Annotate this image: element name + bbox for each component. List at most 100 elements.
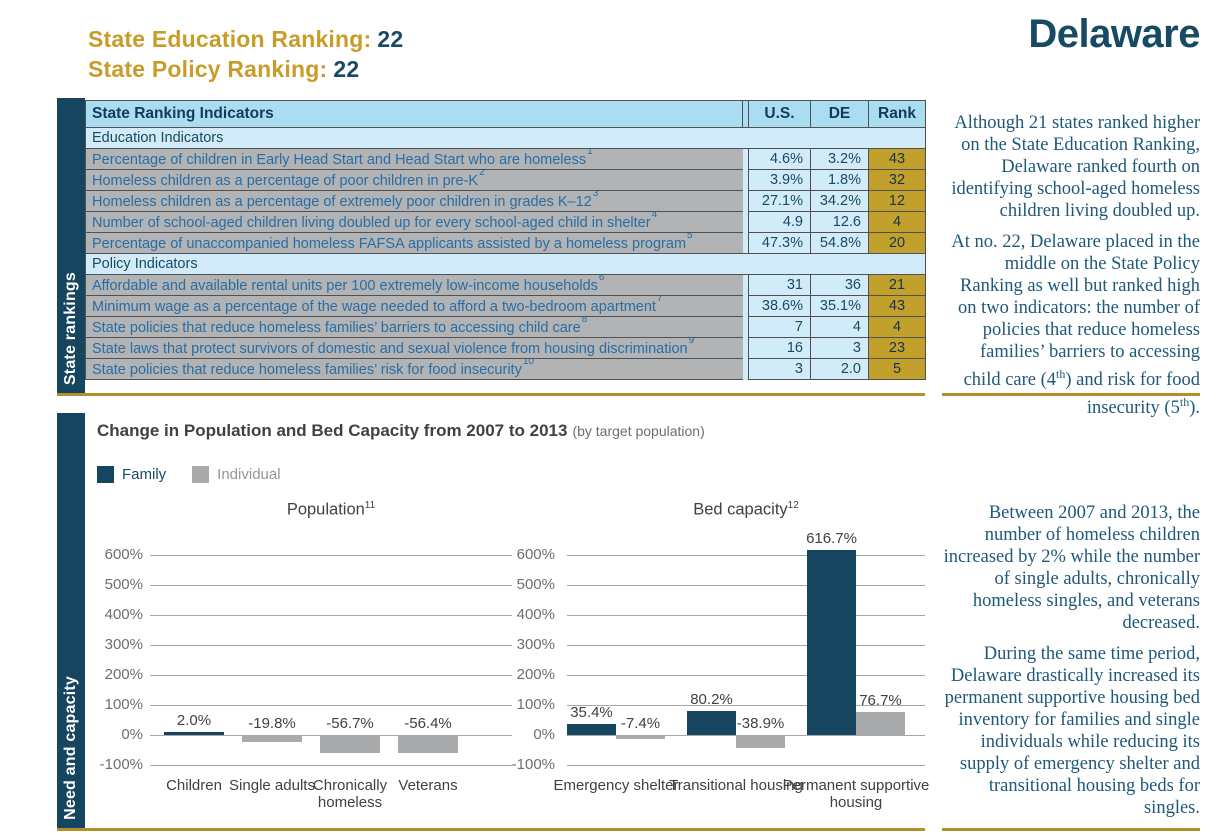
y-axis-tick: 300%: [104, 636, 143, 653]
y-axis-tick: 200%: [516, 666, 555, 683]
indicator-cell: Affordable and available rental units pe…: [85, 274, 743, 296]
bar-family: [687, 710, 736, 735]
section-label-need-capacity: Need and capacity: [62, 676, 79, 820]
us-value-cell: 38.6%: [748, 295, 811, 317]
gold-rule-right-top: [942, 393, 1200, 396]
de-value-cell: 2.0: [810, 358, 869, 380]
de-value-cell: 3: [810, 337, 869, 359]
rankings-table: State Ranking Indicators U.S. DE Rank Educat…: [85, 100, 926, 380]
bar-individual: [320, 736, 380, 753]
population-chart: Population11 600% 500% 400% 300% 200% 100% 0% -1…: [95, 498, 519, 838]
gold-rule-under-charts: [57, 828, 925, 831]
section-bar-need-capacity: Need and capacity: [57, 413, 85, 828]
table-group-label: Policy Indicators: [85, 253, 926, 275]
footnote-marker: 2: [479, 169, 485, 179]
rank-cell: 20: [868, 232, 926, 254]
table-row: Homeless children as a percentage of poo…: [85, 169, 926, 191]
footnote-marker: 6: [598, 274, 605, 284]
column-header-us: U.S.: [748, 100, 811, 128]
column-header-rank: Rank: [868, 100, 926, 128]
y-axis-tick: 500%: [516, 576, 555, 593]
table-row: Homeless children as a percentage of ext…: [85, 190, 926, 212]
de-value-cell: 35.1%: [810, 295, 869, 317]
commentary-paragraph: Although 21 states ranked higher on the …: [951, 113, 1200, 221]
bar-family: [164, 732, 224, 735]
chart-title: Bed capacity12: [693, 500, 799, 519]
gridline: [567, 675, 925, 676]
gridline: [567, 585, 925, 586]
bar-individual: [736, 736, 785, 748]
gridline: [150, 555, 512, 556]
gridline: [567, 615, 925, 616]
indicator-cell: Homeless children as a percentage of ext…: [85, 190, 743, 212]
y-axis-tick: 300%: [516, 636, 555, 653]
gold-rule-right-bottom: [942, 828, 1200, 831]
gridline: [150, 615, 512, 616]
bar-family: [807, 549, 856, 735]
table-row: State policies that reduce homeless fami…: [85, 358, 926, 380]
footnote-marker: 3: [592, 190, 599, 200]
table-row: Minimum wage as a percentage of the wage…: [85, 295, 926, 317]
us-value-cell: 16: [748, 337, 811, 359]
us-value-cell: 47.3%: [748, 232, 811, 254]
table-group-label: Education Indicators: [85, 127, 926, 149]
page-title: Delaware: [1028, 12, 1200, 56]
category-label: Permanent supportive housing: [782, 777, 930, 811]
gridline: [567, 735, 925, 736]
policy-ranking-line: State Policy Ranking: 22: [88, 54, 403, 84]
table-header-row: State Ranking Indicators U.S. DE Rank: [85, 100, 926, 128]
category-label: Emergency shelter: [553, 777, 679, 794]
education-ranking-value: 22: [377, 26, 404, 52]
gridline: [150, 705, 512, 706]
y-axis-tick: 100%: [104, 696, 143, 713]
indicator-cell: State policies that reduce homeless fami…: [85, 316, 743, 338]
section-label-state-rankings: State rankings: [62, 271, 79, 385]
gold-rule-under-table: [57, 393, 925, 396]
legend-label-individual: Individual: [217, 466, 281, 483]
y-axis-tick: 500%: [104, 576, 143, 593]
table-row: Affordable and available rental units pe…: [85, 274, 926, 296]
rank-cell: 4: [868, 316, 926, 338]
bar-value-label: 80.2%: [690, 690, 733, 708]
us-value-cell: 31: [748, 274, 811, 296]
y-axis-tick: 100%: [516, 696, 555, 713]
rank-cell: 43: [868, 295, 926, 317]
indicator-cell: Percentage of children in Early Head Sta…: [85, 148, 743, 170]
chart-title: Population11: [286, 500, 376, 519]
education-ranking-label: State Education Ranking:: [88, 26, 372, 52]
footnote-marker: 10: [522, 358, 534, 368]
de-value-cell: 36: [810, 274, 869, 296]
y-axis-tick: -100%: [99, 756, 143, 773]
footnote-marker: 7: [656, 295, 663, 305]
gridline: [150, 765, 512, 766]
gridline: [150, 645, 512, 646]
bar-value-label: -56.7%: [326, 715, 374, 732]
rank-cell: 21: [868, 274, 926, 296]
bar-family: [567, 724, 616, 735]
indicator-cell: Homeless children as a percentage of poo…: [85, 169, 743, 191]
bar-value-label: -56.4%: [404, 715, 452, 732]
chart-title-footnote: 12: [787, 500, 799, 511]
chart-section-title: Change in Population and Bed Capacity fr…: [97, 421, 705, 441]
legend-swatch-family: [97, 466, 114, 483]
chart-title-footnote: 11: [364, 500, 376, 511]
rank-cell: 23: [868, 337, 926, 359]
rank-cell: 5: [868, 358, 926, 380]
bar-individual: [242, 736, 302, 742]
bar-value-label: 2.0%: [176, 712, 212, 729]
education-ranking-line: State Education Ranking: 22: [88, 24, 403, 54]
gridline: [567, 705, 925, 706]
bar-individual: [398, 736, 458, 753]
bar-individual: [616, 736, 665, 739]
de-value-cell: 34.2%: [810, 190, 869, 212]
table-group-row: Education Indicators: [85, 127, 926, 149]
bar-value-label: -7.4%: [620, 715, 661, 732]
table-group-row: Policy Indicators: [85, 253, 926, 275]
bar-value-label: 35.4%: [570, 704, 613, 722]
y-axis-tick: -100%: [511, 756, 555, 773]
de-value-cell: 4: [810, 316, 869, 338]
chart-section-title-main: Change in Population and Bed Capacity fr…: [97, 421, 568, 440]
footnote-marker: 4: [651, 211, 658, 221]
category-label: Single adults: [229, 777, 315, 794]
us-value-cell: 4.9: [748, 211, 811, 233]
